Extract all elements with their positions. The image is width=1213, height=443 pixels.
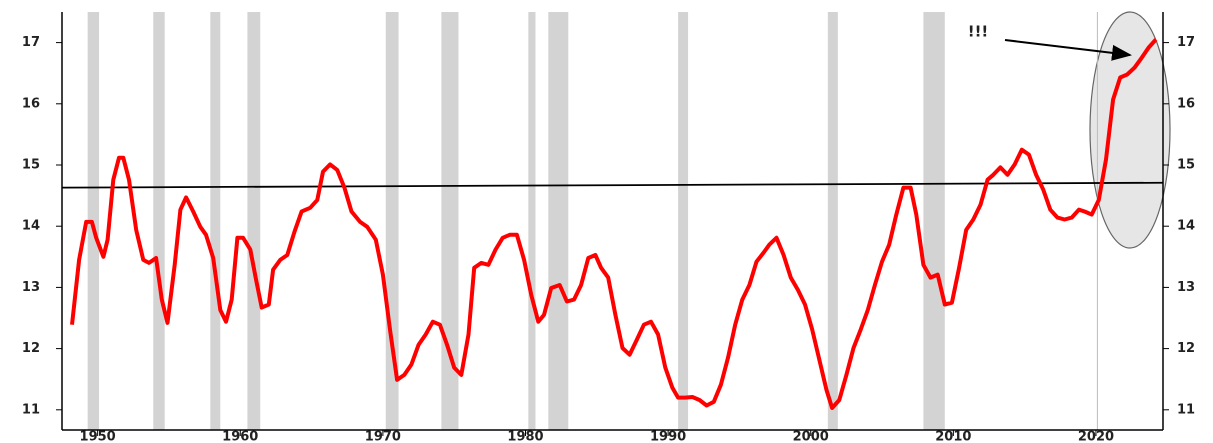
plot-area: 11 11 12 12 13 13 14 14 15 15 16 16 17 17 1950 1960 1970… xyxy=(22,12,1195,443)
recession-band xyxy=(678,12,689,430)
y-tick-label: 15 xyxy=(22,158,40,173)
x-tick-label: 1990 xyxy=(650,430,686,443)
recession-band xyxy=(247,12,261,430)
recession-band xyxy=(528,12,536,430)
x-tick-label: 2010 xyxy=(935,430,971,443)
annotation-arrow xyxy=(1004,39,1132,61)
x-tick-label: 1960 xyxy=(222,430,258,443)
y-tick-label: 14 xyxy=(22,219,40,234)
y-tick-label: 16 xyxy=(1177,96,1195,111)
recession-band xyxy=(548,12,569,430)
y-tick-label: 12 xyxy=(1177,341,1195,356)
y-tick-label: 16 xyxy=(22,96,40,111)
highlight-ellipse xyxy=(1089,11,1171,249)
x-tick-label: 1970 xyxy=(365,430,401,443)
y-tick-label: 13 xyxy=(1177,280,1195,295)
annotation: !!! xyxy=(968,23,989,41)
y-tick-label: 11 xyxy=(1177,402,1195,417)
data-line xyxy=(70,38,1158,410)
recession-band xyxy=(923,12,945,430)
x-tick-label: 1980 xyxy=(507,430,543,443)
y-tick-label: 13 xyxy=(22,280,40,295)
recession-band xyxy=(153,12,165,430)
trend-line xyxy=(61,181,1164,189)
y-tick-label: 11 xyxy=(22,402,40,417)
x-tick-label: 1950 xyxy=(80,430,116,443)
y-tick-label: 14 xyxy=(1177,219,1195,234)
y-tick-label: 12 xyxy=(22,341,40,356)
recession-band xyxy=(827,12,838,430)
y-tick-label: 17 xyxy=(1177,35,1195,50)
recession-band xyxy=(441,12,459,430)
y-tick-label: 17 xyxy=(22,35,40,50)
y-tick-label: 15 xyxy=(1177,158,1195,173)
x-tick-label: 2020 xyxy=(1078,430,1114,443)
x-tick-label: 2000 xyxy=(793,430,829,443)
recession-band xyxy=(210,12,221,430)
